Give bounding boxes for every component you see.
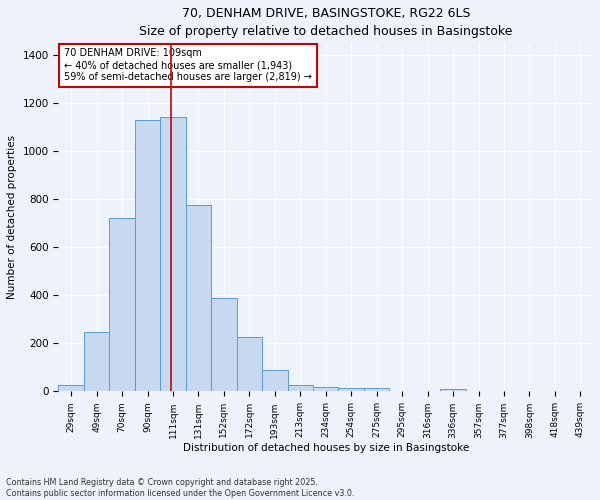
Y-axis label: Number of detached properties: Number of detached properties: [7, 136, 17, 300]
Bar: [287, 384, 313, 392]
X-axis label: Distribution of detached houses by size in Basingstoke: Distribution of detached houses by size …: [182, 443, 469, 453]
Bar: [440, 389, 466, 392]
Text: 70 DENHAM DRIVE: 109sqm
← 40% of detached houses are smaller (1,943)
59% of semi: 70 DENHAM DRIVE: 109sqm ← 40% of detache…: [64, 48, 311, 82]
Bar: [186, 206, 211, 392]
Bar: [338, 388, 364, 392]
Bar: [109, 218, 135, 392]
Bar: [160, 116, 186, 392]
Bar: [364, 388, 389, 392]
Bar: [135, 120, 160, 392]
Bar: [58, 385, 84, 392]
Bar: [236, 336, 262, 392]
Bar: [211, 298, 236, 392]
Text: Contains HM Land Registry data © Crown copyright and database right 2025.
Contai: Contains HM Land Registry data © Crown c…: [6, 478, 355, 498]
Bar: [262, 370, 287, 392]
Bar: [313, 386, 338, 392]
Bar: [84, 332, 109, 392]
Title: 70, DENHAM DRIVE, BASINGSTOKE, RG22 6LS
Size of property relative to detached ho: 70, DENHAM DRIVE, BASINGSTOKE, RG22 6LS …: [139, 7, 512, 38]
